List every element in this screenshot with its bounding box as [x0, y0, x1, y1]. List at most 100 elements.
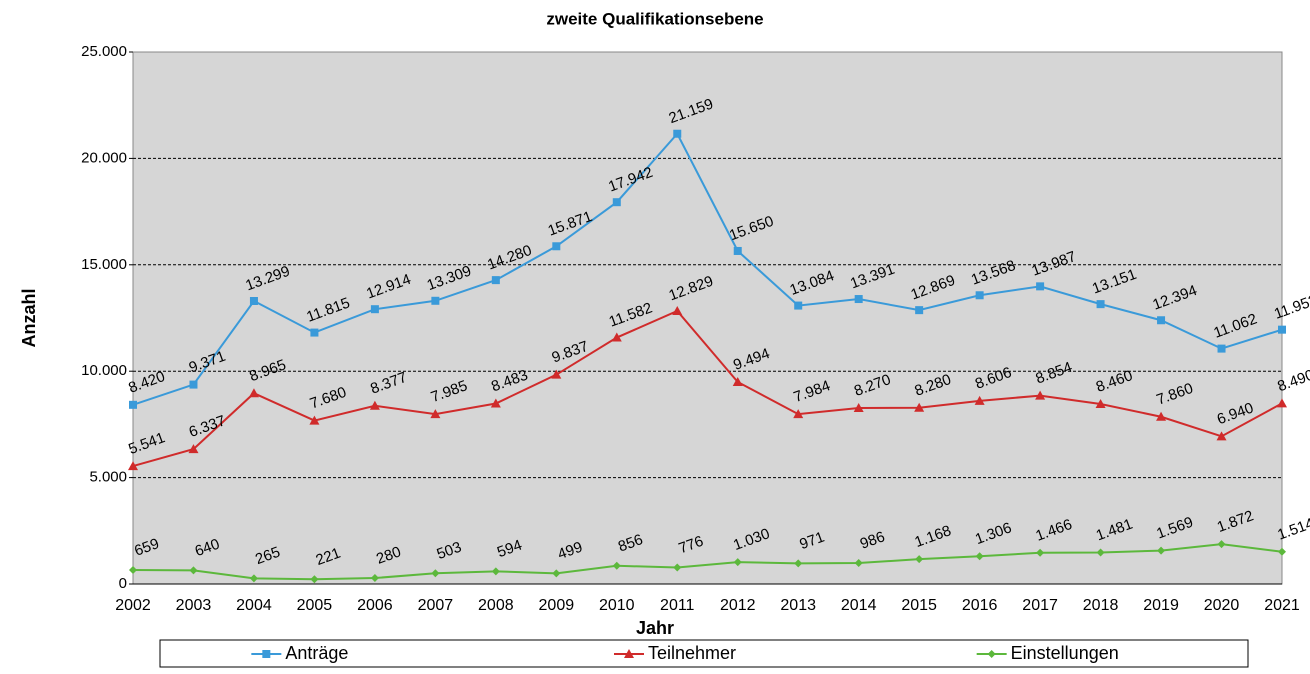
plot-area: [132, 51, 1283, 585]
marker: [915, 306, 924, 315]
marker: [249, 296, 258, 305]
marker: [1217, 540, 1226, 549]
marker: [491, 567, 500, 576]
marker: [611, 332, 622, 342]
chart-title: zweite Qualifikationsebene: [546, 9, 763, 28]
x-tick-label: 2012: [720, 597, 756, 614]
x-tick-label: 2003: [176, 597, 212, 614]
y-tick-label: 5.000: [89, 469, 127, 486]
marker: [974, 395, 985, 405]
series-line: [132, 131, 1283, 406]
x-tick-label: 2021: [1264, 597, 1300, 614]
marker: [1278, 547, 1286, 556]
marker: [370, 305, 379, 314]
marker: [1095, 398, 1106, 408]
y-tick-label: 25.000: [81, 43, 127, 60]
marker: [733, 558, 742, 567]
marker: [1277, 398, 1287, 408]
series-line: [132, 309, 1283, 468]
marker: [491, 276, 500, 285]
marker: [431, 569, 440, 578]
marker: [1036, 548, 1045, 557]
legend-marker: [987, 650, 996, 658]
x-tick-label: 2009: [539, 597, 575, 614]
y-tick-label: 15.000: [81, 256, 127, 273]
marker: [915, 555, 924, 564]
marker: [1156, 411, 1167, 421]
marker: [1096, 548, 1105, 557]
marker: [129, 565, 137, 574]
x-tick-label: 2019: [1143, 597, 1179, 614]
marker: [975, 552, 984, 561]
marker: [249, 574, 258, 583]
marker: [188, 444, 199, 454]
marker: [310, 328, 319, 337]
x-tick-label: 2018: [1083, 597, 1119, 614]
marker: [1035, 390, 1046, 400]
marker: [369, 400, 380, 410]
x-tick-label: 2020: [1204, 597, 1240, 614]
marker: [552, 569, 561, 578]
marker: [612, 561, 621, 570]
x-tick-label: 2006: [357, 597, 393, 614]
marker: [1036, 282, 1045, 291]
marker: [189, 566, 198, 575]
x-axis-label: Jahr: [636, 618, 674, 638]
marker: [310, 575, 319, 584]
legend-marker: [262, 650, 271, 658]
legend: [159, 639, 1249, 668]
legend-label: Anträge: [285, 643, 348, 663]
x-tick-label: 2013: [780, 597, 816, 614]
marker: [1217, 344, 1226, 353]
marker: [854, 295, 863, 304]
legend-marker: [624, 649, 634, 658]
x-tick-label: 2008: [478, 597, 514, 614]
marker: [1278, 325, 1286, 334]
marker: [612, 198, 621, 207]
marker: [794, 559, 803, 568]
x-tick-label: 2002: [115, 597, 151, 614]
marker: [129, 400, 137, 409]
marker: [248, 388, 259, 398]
marker: [430, 409, 441, 419]
marker: [672, 305, 683, 315]
x-tick-label: 2007: [418, 597, 454, 614]
marker: [370, 574, 379, 583]
x-tick-label: 2015: [901, 597, 937, 614]
marker: [431, 296, 440, 305]
marker: [1096, 300, 1105, 309]
marker: [732, 376, 743, 386]
marker: [128, 461, 138, 471]
marker: [854, 559, 863, 568]
marker: [189, 380, 198, 389]
x-tick-label: 2016: [962, 597, 998, 614]
y-tick-label: 20.000: [81, 149, 127, 166]
marker: [733, 246, 742, 255]
marker: [551, 369, 562, 379]
legend-label: Teilnehmer: [648, 643, 736, 663]
marker: [1216, 431, 1227, 441]
marker: [309, 415, 320, 425]
series-line: [132, 543, 1283, 581]
x-tick-label: 2014: [841, 597, 877, 614]
marker: [552, 242, 561, 251]
x-tick-label: 2004: [236, 597, 272, 614]
x-tick-label: 2010: [599, 597, 635, 614]
x-tick-label: 2011: [660, 597, 695, 614]
y-tick-label: 0: [119, 575, 127, 592]
marker: [1157, 546, 1166, 555]
x-tick-label: 2005: [297, 597, 333, 614]
marker: [490, 398, 501, 408]
marker: [673, 563, 682, 572]
legend-label: Einstellungen: [1011, 643, 1119, 663]
x-tick-label: 2017: [1022, 597, 1058, 614]
marker: [914, 402, 925, 412]
marker: [673, 129, 682, 138]
marker: [1157, 316, 1166, 325]
marker: [793, 409, 804, 419]
y-axis-label: Anzahl: [19, 288, 39, 347]
y-tick-label: 10.000: [81, 362, 127, 379]
marker: [853, 403, 864, 413]
